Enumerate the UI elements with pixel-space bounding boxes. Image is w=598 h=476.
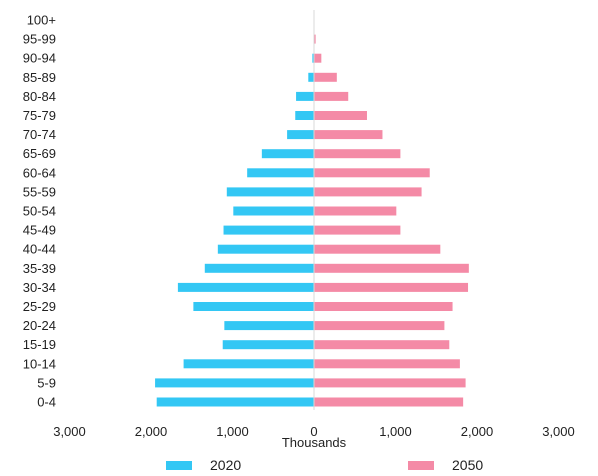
x-tick-label: 3,000 <box>53 424 86 439</box>
bar-2020-55-59 <box>226 187 314 197</box>
age-label: 70-74 <box>23 127 56 142</box>
legend-label: 2020 <box>210 457 241 473</box>
bars-group <box>155 15 469 407</box>
age-label: 20-24 <box>23 318 56 333</box>
bar-2050-75-79 <box>314 111 367 120</box>
age-label: 5-9 <box>37 375 56 390</box>
bar-2020-75-79 <box>295 111 314 120</box>
age-label: 50-54 <box>23 204 56 219</box>
x-axis-title: Thousands <box>282 435 347 450</box>
bar-2050-85-89 <box>314 72 337 82</box>
bar-2050-30-34 <box>314 282 469 292</box>
bar-2020-80-84 <box>296 91 314 101</box>
bar-2020-5-9 <box>155 378 314 388</box>
x-tick-labels-group: 3,000 2,000 1,000 0 1,000 2,000 3,000 <box>53 424 575 439</box>
bar-2050-45-49 <box>314 225 401 235</box>
bar-2020-15-19 <box>222 340 314 350</box>
bar-2050-90-94 <box>314 53 322 63</box>
age-label: 65-69 <box>23 146 56 161</box>
bar-2050-35-39 <box>314 263 469 273</box>
age-label: 90-94 <box>23 51 56 66</box>
legend-label: 2050 <box>452 457 483 473</box>
bar-2050-60-64 <box>314 168 430 178</box>
legend-item-2020: 2020 <box>166 457 241 473</box>
bar-2020-25-29 <box>193 302 314 311</box>
bar-2020-20-24 <box>224 321 314 331</box>
age-label: 85-89 <box>23 70 56 85</box>
legend-item-2050: 2050 <box>408 457 483 473</box>
bar-2050-25-29 <box>314 302 453 311</box>
age-label: 0-4 <box>37 395 56 410</box>
bar-2050-0-4 <box>314 397 464 407</box>
bar-2050-70-74 <box>314 130 383 140</box>
age-label: 45-49 <box>23 223 56 238</box>
bar-2050-80-84 <box>314 91 349 101</box>
bar-2050-15-19 <box>314 340 450 350</box>
bar-2050-10-14 <box>314 359 460 369</box>
age-label: 55-59 <box>23 184 56 199</box>
bar-2050-40-44 <box>314 244 441 254</box>
x-tick-label: 0 <box>310 424 317 439</box>
legend-swatch <box>408 461 434 470</box>
age-labels-group: 0-4 5-9 10-14 15-19 20-24 25-29 30-34 35-39 40-4… <box>23 13 56 410</box>
x-tick-label: 3,000 <box>542 424 575 439</box>
legend-swatch <box>166 461 192 470</box>
age-label: 15-19 <box>23 337 56 352</box>
bar-2020-45-49 <box>223 225 314 235</box>
bar-2020-65-69 <box>261 149 314 159</box>
bar-2050-55-59 <box>314 187 422 197</box>
age-label: 35-39 <box>23 261 56 276</box>
bar-2050-5-9 <box>314 378 466 388</box>
bar-2020-30-34 <box>177 282 314 292</box>
age-label: 95-99 <box>23 32 56 47</box>
age-label: 60-64 <box>23 165 56 180</box>
age-label: 25-29 <box>23 299 56 314</box>
age-label: 80-84 <box>23 89 56 104</box>
age-label: 30-34 <box>23 280 56 295</box>
bar-2020-90-94 <box>312 53 314 63</box>
age-label: 40-44 <box>23 242 56 257</box>
bar-2050-50-54 <box>314 206 397 216</box>
age-label: 75-79 <box>23 108 56 123</box>
x-tick-label: 1,000 <box>379 424 412 439</box>
bar-2050-20-24 <box>314 321 445 331</box>
bar-2050-65-69 <box>314 149 401 159</box>
age-label: 10-14 <box>23 356 56 371</box>
x-tick-label: 2,000 <box>135 424 168 439</box>
x-tick-label: 1,000 <box>216 424 249 439</box>
bar-2020-50-54 <box>233 206 314 216</box>
bar-2020-85-89 <box>308 72 314 82</box>
bar-2020-40-44 <box>217 244 314 254</box>
x-tick-label: 2,000 <box>461 424 494 439</box>
bar-2020-35-39 <box>204 263 314 273</box>
bar-2020-60-64 <box>247 168 314 178</box>
bar-2020-10-14 <box>183 359 314 369</box>
age-label: 100+ <box>27 13 56 28</box>
legend: 2020 2050 <box>166 457 483 473</box>
bar-2020-70-74 <box>287 130 314 140</box>
bar-2020-0-4 <box>156 397 314 407</box>
bar-2050-95-99 <box>314 34 316 44</box>
